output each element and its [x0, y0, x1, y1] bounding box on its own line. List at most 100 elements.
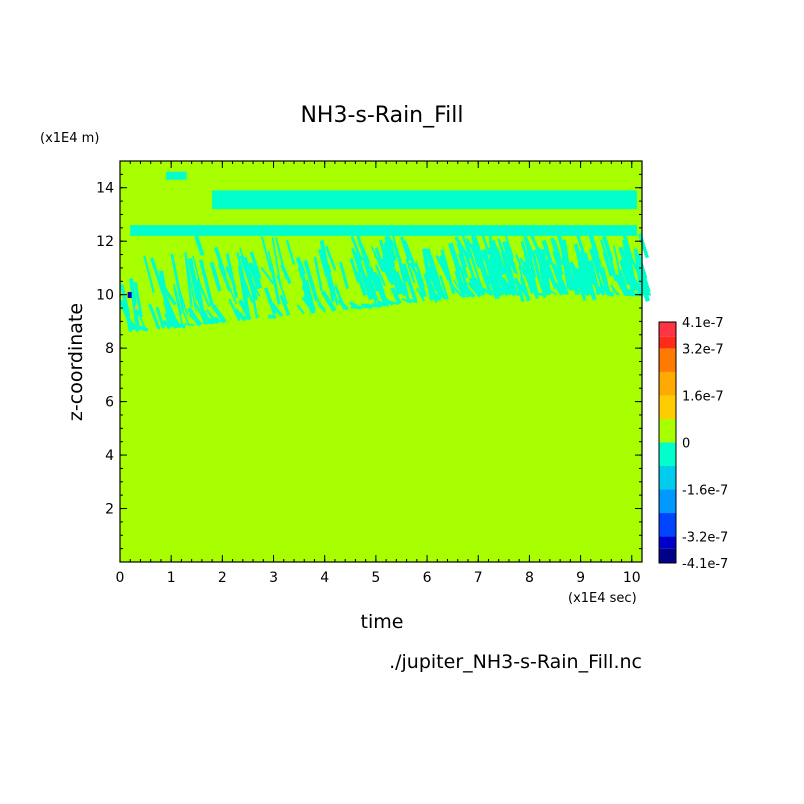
colorbar-swatch: [659, 548, 676, 563]
heatmap-streak: [370, 246, 384, 272]
heatmap-streak: [481, 249, 494, 275]
heatmap-streak: [523, 237, 536, 259]
heatmap-streak: [374, 264, 386, 287]
x-tick-label: 9: [576, 570, 585, 586]
heatmap-streak: [236, 251, 250, 299]
x-unit-label: (x1E4 sec): [568, 591, 637, 606]
heatmap-streak: [637, 233, 650, 259]
heatmap-streak: [196, 280, 207, 325]
x-tick-label: 4: [320, 570, 329, 586]
heatmap-streak: [490, 249, 500, 275]
colorbar-frame: [658, 321, 677, 564]
heatmap-streak: [355, 270, 367, 296]
heatmap-streak: [539, 253, 552, 279]
heatmap-streak: [187, 258, 200, 301]
heatmap-streak: [553, 282, 564, 296]
x-tick-label: 2: [218, 570, 227, 586]
heatmap-streak: [458, 265, 470, 291]
heatmap-streak: [432, 272, 445, 299]
x-tick-label: 0: [116, 570, 125, 586]
heatmap-streak: [249, 283, 259, 319]
heatmap-streak: [148, 303, 161, 330]
heatmap-streak: [260, 236, 272, 272]
colorbar-label: 3.2e-7: [682, 342, 724, 357]
heatmap-streak: [458, 253, 469, 279]
colorbar-swatch: [659, 489, 676, 514]
heatmap-streak: [249, 251, 262, 280]
colorbar-swatch: [659, 348, 676, 372]
heatmap-streak: [350, 235, 363, 262]
heatmap-streak: [223, 274, 238, 305]
heatmap-streak: [536, 255, 548, 281]
heatmap-min-spot: [127, 291, 132, 298]
heatmap-streak: [360, 303, 373, 309]
heatmap-streak: [263, 287, 277, 315]
heatmap-streak: [447, 242, 461, 269]
x-tick-label: 7: [474, 570, 483, 586]
heatmap-streak: [271, 237, 282, 286]
heatmap-streak: [545, 287, 557, 296]
heatmap-streak: [374, 247, 386, 273]
heatmap-streak: [472, 261, 483, 288]
heatmap-streak: [521, 260, 534, 287]
heatmap-streak: [405, 258, 416, 284]
heatmap-streak: [193, 301, 208, 325]
heatmap-streak: [488, 240, 500, 266]
heatmap-streak: [198, 259, 214, 306]
heatmap-streak: [225, 253, 238, 299]
heatmap-streak: [325, 245, 337, 271]
heatmap-streak: [605, 290, 615, 297]
heatmap-streak: [515, 254, 527, 277]
chart-title: NH3-s-Rain_Fill: [300, 103, 463, 128]
heatmap-streak: [388, 300, 399, 306]
y-tick-label: 2: [105, 502, 114, 518]
colorbar-swatch: [659, 442, 676, 467]
x-tick-label: 6: [423, 570, 432, 586]
heatmap-streak: [463, 250, 475, 276]
colorbar-swatch: [659, 336, 676, 349]
heatmap-streak: [454, 270, 467, 296]
heatmap-streak: [248, 276, 261, 297]
heatmap-streak: [135, 308, 147, 331]
colorbar: 4.1e-7 3.2e-7 1.6e-7 0 -1.6e-7 -3.2e-7 -4.1e-7: [658, 316, 728, 572]
heatmap-streak: [601, 266, 611, 295]
colorbar-swatch: [659, 322, 676, 337]
heatmap-streak: [174, 323, 186, 329]
heatmap-streak: [474, 235, 484, 261]
heatmap-streak: [233, 308, 247, 322]
heatmap-streak: [505, 271, 516, 297]
y-tick-label: 8: [105, 341, 114, 357]
heatmap-streak: [260, 266, 275, 285]
x-tick-label: 10: [623, 570, 641, 586]
heatmap-streak: [150, 257, 165, 294]
heatmap-streak: [361, 255, 374, 282]
heatmap-streak: [120, 284, 131, 317]
heatmap-streak: [536, 273, 547, 298]
heatmap-streak: [480, 259, 491, 285]
heatmap-streak: [425, 273, 436, 299]
y-tick-label: 14: [96, 181, 114, 197]
heatmap-streak: [487, 273, 500, 300]
heatmap-region-upper-band: [212, 190, 637, 210]
heatmap-streak: [423, 273, 434, 299]
heatmap-streak: [338, 261, 349, 290]
colorbar-swatch: [659, 466, 676, 490]
heatmap-streak: [368, 266, 380, 292]
heatmap-streak: [187, 307, 202, 327]
heatmap-streak: [296, 304, 305, 315]
y-tick-label: 6: [105, 395, 114, 411]
heatmap-streak: [196, 278, 211, 307]
heatmap-streak: [354, 230, 366, 256]
colorbar-label: -1.6e-7: [682, 484, 728, 499]
heatmap-streak: [617, 269, 630, 295]
heatmap-streak: [209, 261, 222, 292]
heatmap-streak: [571, 264, 582, 290]
footer-filename: ./jupiter_NH3-s-Rain_Fill.nc: [389, 651, 642, 673]
heatmap-streak: [500, 286, 510, 297]
heatmap-streak: [601, 235, 614, 261]
heatmap-streak: [276, 275, 289, 305]
heatmap-streak: [440, 249, 456, 295]
heatmap-streak: [279, 294, 291, 316]
heatmap-streak: [366, 276, 379, 302]
